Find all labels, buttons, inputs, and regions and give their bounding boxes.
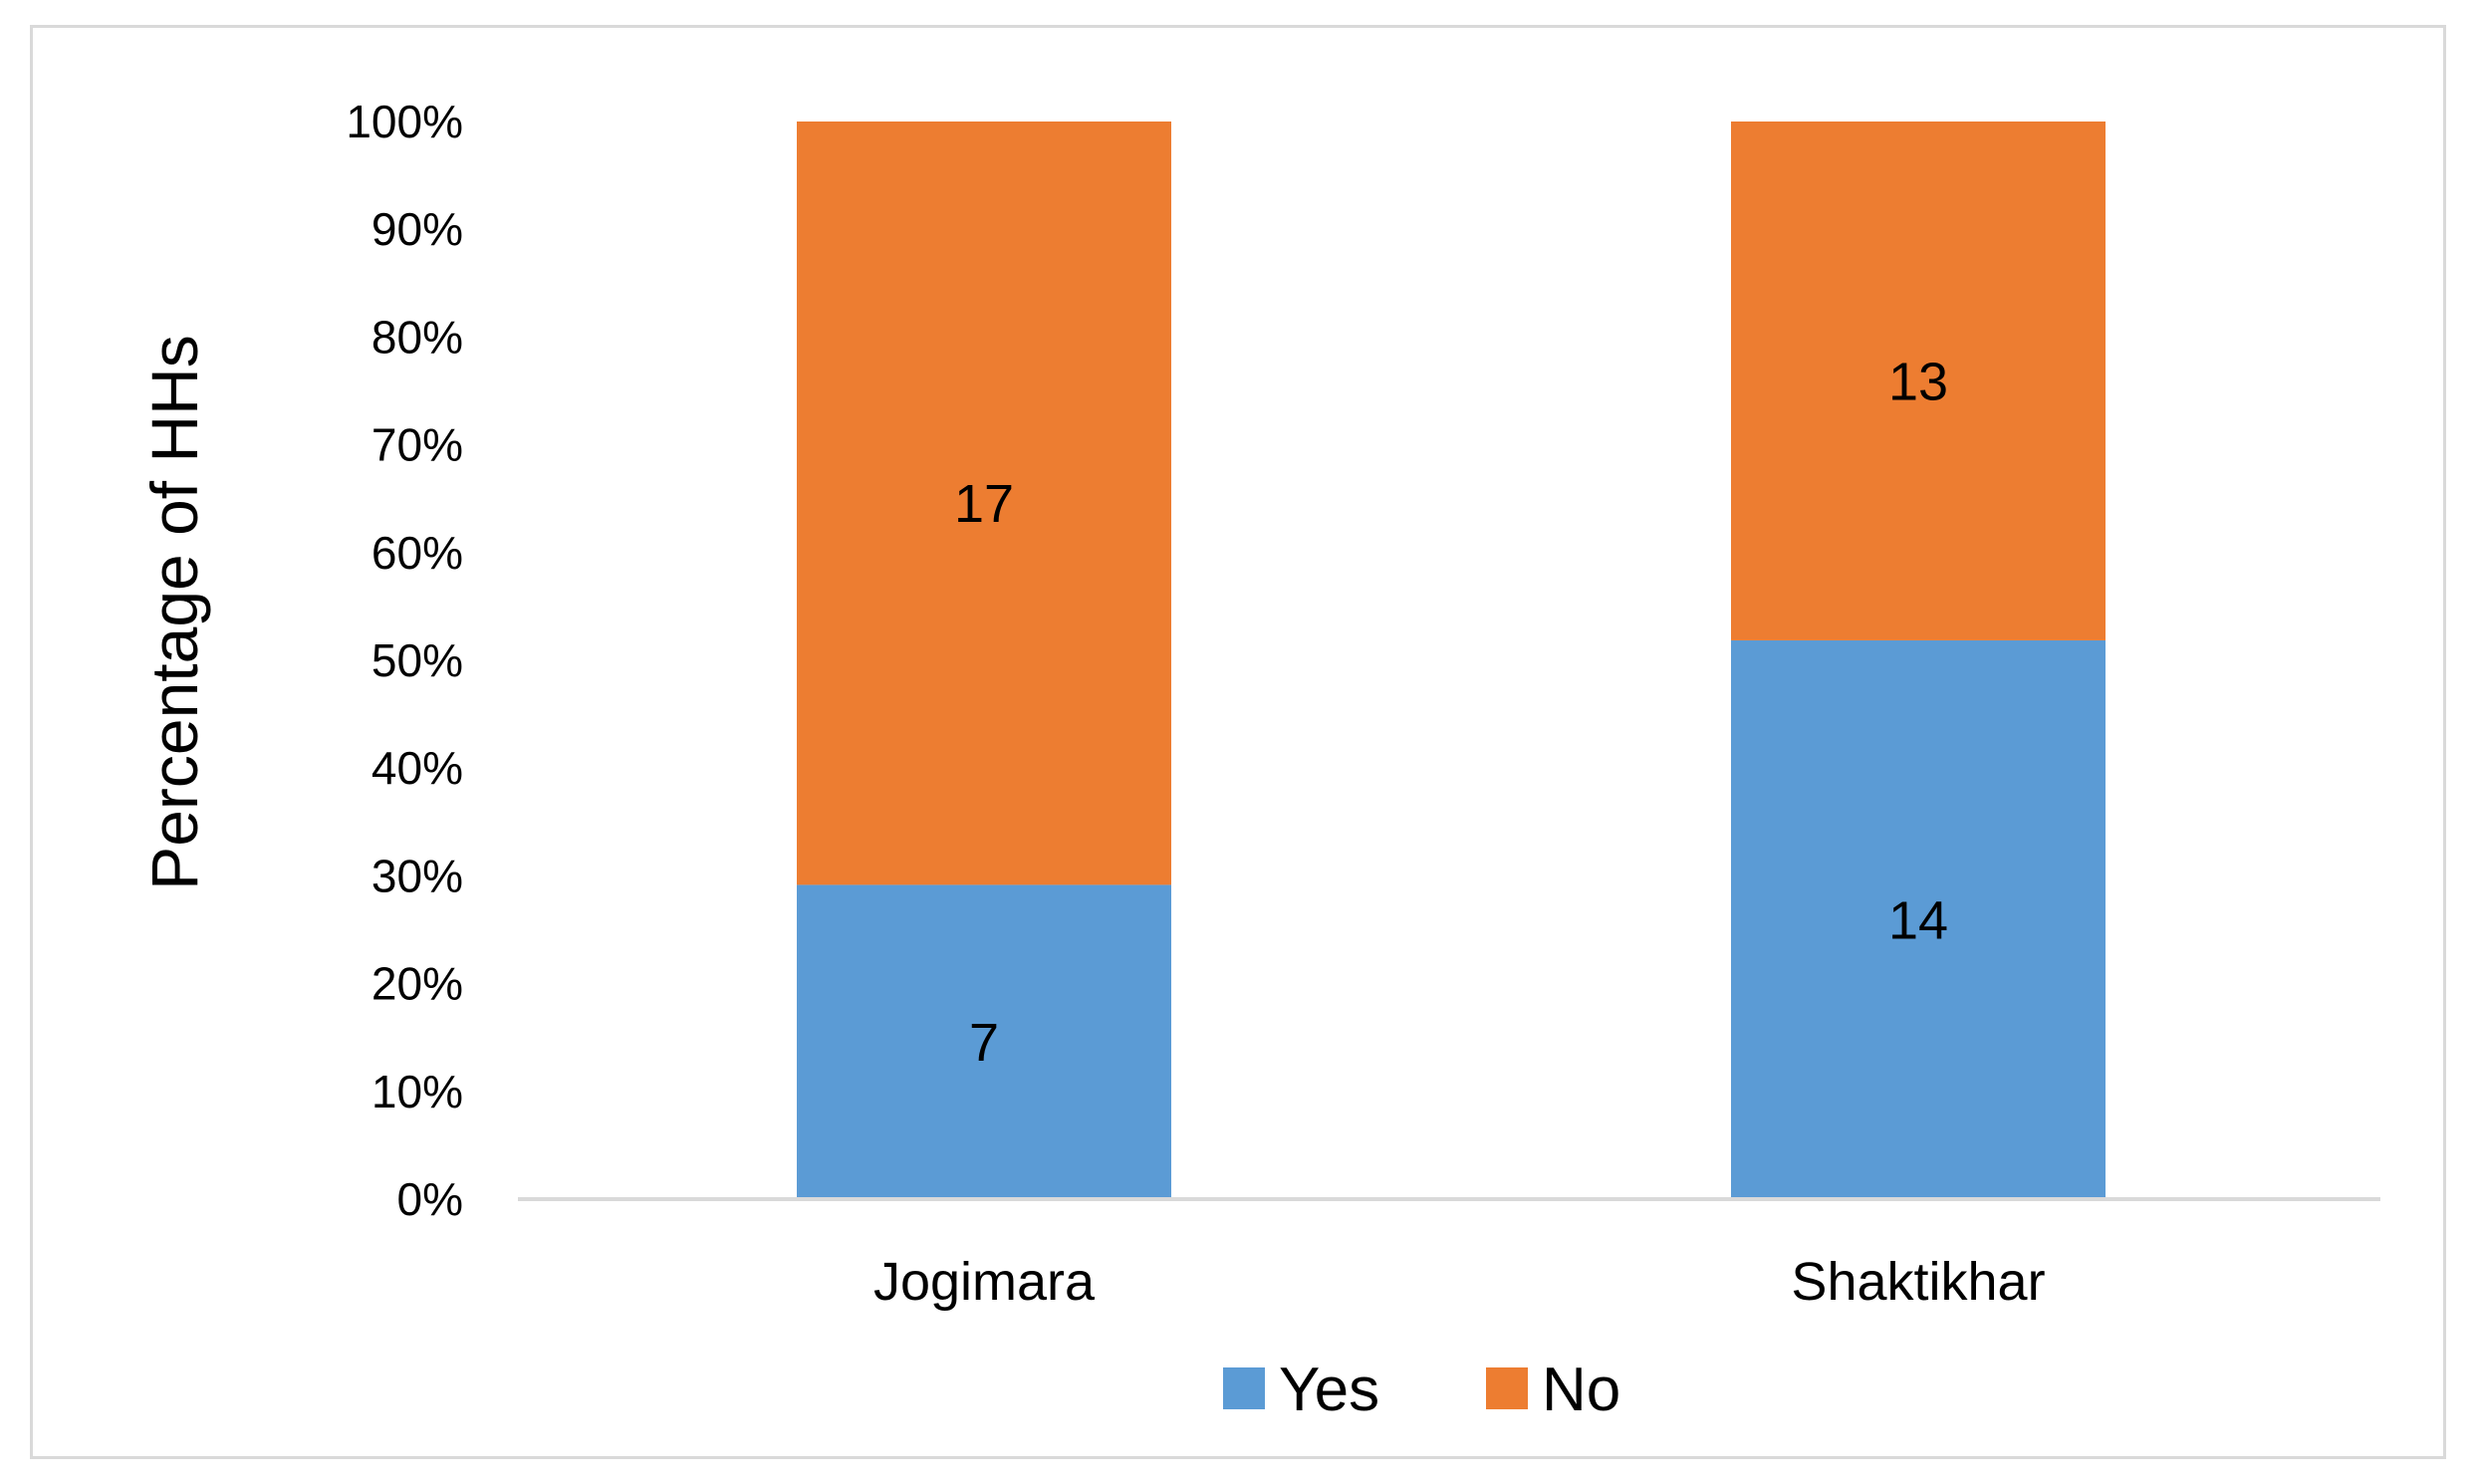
y-tick-label: 20% [372,958,463,1010]
y-tick-label: 10% [372,1066,463,1117]
data-label: 13 [1888,352,1948,411]
legend: Yes No [1223,1356,1620,1424]
y-axis-ticks: 0% 10% 20% 30% 40% 50% 60% 70% 80% 90% 100% [346,96,463,1225]
y-axis-title: Percentage of HHs [137,335,211,890]
legend-label-yes: Yes [1279,1356,1379,1424]
data-label: 7 [969,1013,999,1073]
bars: 7 17 14 13 [797,122,2106,1199]
data-label: 17 [954,474,1014,534]
y-tick-label: 30% [372,850,463,901]
y-tick-label: 60% [372,527,463,579]
x-category-label: Shaktikhar [1791,1252,2045,1312]
y-tick-label: 0% [397,1173,463,1225]
legend-label-no: No [1542,1356,1620,1424]
y-tick-label: 80% [372,311,463,363]
bar-yes-shaktikhar [1731,639,2106,1199]
bar-no-jogimara [797,122,1171,885]
y-tick-label: 40% [372,742,463,794]
category-labels: Jogimara Shaktikhar [873,1252,2046,1312]
y-tick-label: 50% [372,634,463,686]
y-tick-label: 70% [372,419,463,471]
y-tick-label: 100% [346,96,463,147]
x-category-label: Jogimara [873,1252,1096,1312]
legend-swatch-no [1486,1367,1528,1409]
bar-no-shaktikhar [1731,122,2106,640]
y-tick-label: 90% [372,203,463,255]
legend-swatch-yes [1223,1367,1265,1409]
data-label: 14 [1888,890,1948,950]
bar-yes-jogimara [797,884,1171,1199]
